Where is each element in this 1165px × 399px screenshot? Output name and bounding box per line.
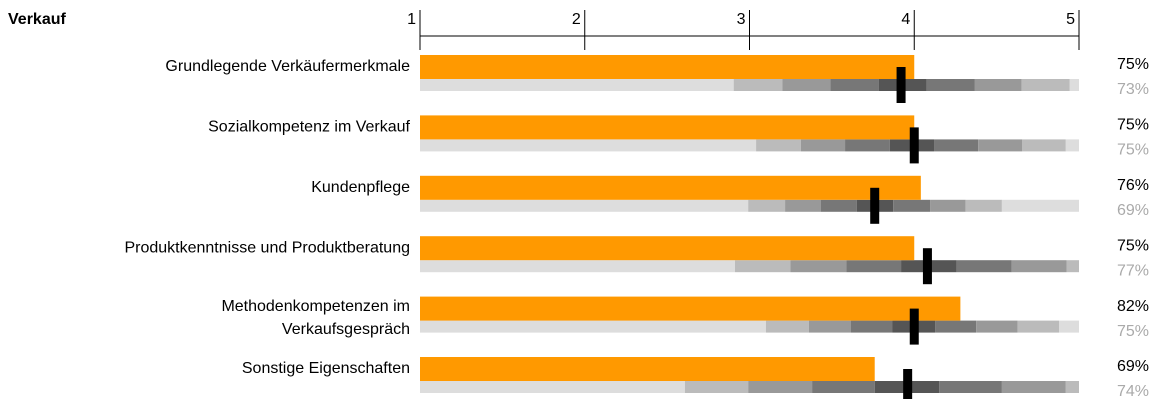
range-band bbox=[930, 199, 966, 212]
bar bbox=[420, 296, 961, 321]
range-band bbox=[830, 79, 879, 91]
marker bbox=[903, 369, 913, 399]
x-tick-label: 1 bbox=[407, 11, 416, 28]
range-band bbox=[935, 320, 977, 333]
x-tick-label: 4 bbox=[901, 11, 910, 28]
range-band bbox=[420, 199, 749, 212]
range-band bbox=[939, 381, 1002, 393]
range-band bbox=[420, 260, 736, 273]
value-label: 76% bbox=[1117, 177, 1149, 194]
range-band bbox=[956, 260, 1012, 273]
range-band bbox=[1065, 139, 1079, 152]
range-band bbox=[1001, 381, 1066, 393]
value-label: 82% bbox=[1117, 298, 1149, 315]
range-band bbox=[782, 79, 831, 91]
range-band bbox=[735, 260, 791, 273]
marker bbox=[896, 67, 906, 103]
range-band bbox=[420, 320, 766, 333]
range-band bbox=[748, 381, 813, 393]
range-band bbox=[820, 199, 857, 212]
range-band bbox=[934, 139, 979, 152]
range-band bbox=[733, 79, 783, 91]
value-label: 75% bbox=[1117, 117, 1149, 134]
range-band bbox=[756, 139, 801, 152]
value-label: 75% bbox=[1117, 56, 1149, 73]
range-band bbox=[965, 199, 1002, 212]
x-tick-label: 2 bbox=[572, 11, 581, 28]
range-band bbox=[976, 320, 1018, 333]
value-label: 75% bbox=[1117, 237, 1149, 254]
bar bbox=[420, 55, 915, 79]
range-band bbox=[808, 320, 851, 333]
range-band bbox=[765, 320, 809, 333]
range-band bbox=[846, 260, 902, 273]
range-band bbox=[1011, 260, 1067, 273]
range-band bbox=[812, 381, 875, 393]
bar bbox=[420, 357, 875, 381]
range-band bbox=[893, 199, 931, 212]
range-band bbox=[420, 139, 757, 152]
range-band bbox=[1065, 381, 1079, 393]
value-label: 74% bbox=[1117, 383, 1149, 399]
category-label: Kundenpflege bbox=[311, 179, 410, 196]
range-band bbox=[850, 320, 893, 333]
category-label: Grundlegende Verkäufermerkmale bbox=[165, 58, 410, 75]
value-label: 73% bbox=[1117, 81, 1149, 98]
marker bbox=[909, 308, 919, 345]
value-label: 75% bbox=[1117, 142, 1149, 159]
range-band bbox=[974, 79, 1022, 91]
range-band bbox=[420, 79, 734, 91]
range-band bbox=[1001, 199, 1079, 212]
category-label: Verkaufsgespräch bbox=[282, 321, 410, 338]
value-label: 75% bbox=[1117, 323, 1149, 340]
range-band bbox=[420, 381, 685, 393]
range-band bbox=[1022, 139, 1066, 152]
range-band bbox=[748, 199, 786, 212]
range-band bbox=[1017, 320, 1060, 333]
range-band bbox=[845, 139, 890, 152]
bar bbox=[420, 236, 915, 261]
bar bbox=[420, 175, 921, 200]
range-band bbox=[1059, 320, 1079, 333]
chart-title: Verkauf bbox=[8, 11, 66, 28]
range-band bbox=[1021, 79, 1070, 91]
x-tick-label: 3 bbox=[737, 11, 746, 28]
marker bbox=[870, 187, 880, 224]
range-band bbox=[790, 260, 847, 273]
value-label: 69% bbox=[1117, 358, 1149, 375]
x-tick-label: 5 bbox=[1066, 11, 1075, 28]
marker bbox=[922, 248, 932, 285]
category-label: Sonstige Eigenschaften bbox=[242, 360, 410, 377]
marker bbox=[909, 127, 919, 164]
range-band bbox=[1066, 260, 1079, 273]
category-label: Sozialkompetenz im Verkauf bbox=[208, 119, 410, 136]
range-band bbox=[684, 381, 749, 393]
range-band bbox=[978, 139, 1023, 152]
value-label: 69% bbox=[1117, 202, 1149, 219]
bar bbox=[420, 115, 915, 140]
range-band bbox=[785, 199, 821, 212]
range-band bbox=[800, 139, 846, 152]
category-label: Produktkenntnisse und Produktberatung bbox=[124, 239, 410, 256]
category-label: Methodenkompetenzen im bbox=[221, 298, 410, 315]
value-label: 77% bbox=[1117, 262, 1149, 279]
range-band bbox=[926, 79, 975, 91]
range-band bbox=[1069, 79, 1079, 91]
